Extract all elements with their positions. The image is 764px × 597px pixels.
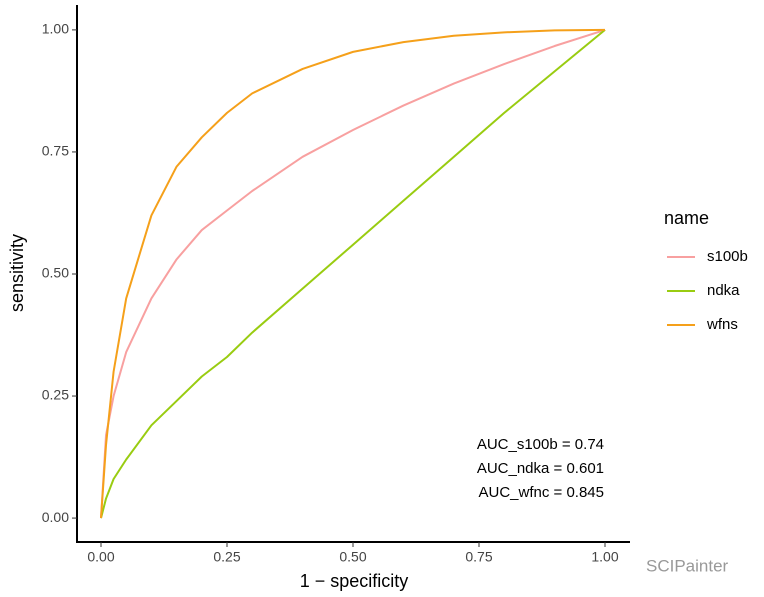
x-tick-label: 0.50: [339, 549, 366, 565]
y-tick-label: 0.75: [42, 143, 69, 159]
legend-label: s100b: [707, 248, 748, 265]
watermark: SCIPainter: [646, 556, 729, 575]
y-tick-label: 1.00: [42, 21, 69, 37]
legend-title: name: [664, 208, 709, 228]
y-axis-label: sensitivity: [7, 234, 27, 312]
legend-label: wfns: [706, 316, 738, 333]
annotation: AUC_wfnc = 0.845: [479, 484, 605, 501]
x-tick-label: 1.00: [591, 549, 618, 565]
x-tick-label: 0.00: [87, 549, 114, 565]
roc-line: [99, 28, 606, 519]
y-tick-label: 0.50: [42, 265, 69, 281]
annotation: AUC_ndka = 0.601: [477, 460, 604, 477]
annotation: AUC_s100b = 0.74: [477, 436, 604, 453]
x-tick-label: 0.75: [465, 549, 492, 565]
roc-line: [99, 28, 606, 519]
y-tick-label: 0.00: [42, 509, 69, 525]
y-tick-label: 0.25: [42, 387, 69, 403]
x-axis-label: 1 − specificity: [300, 571, 409, 591]
roc-line: [100, 29, 606, 519]
legend-label: ndka: [707, 282, 740, 299]
x-tick-label: 0.25: [213, 549, 240, 565]
